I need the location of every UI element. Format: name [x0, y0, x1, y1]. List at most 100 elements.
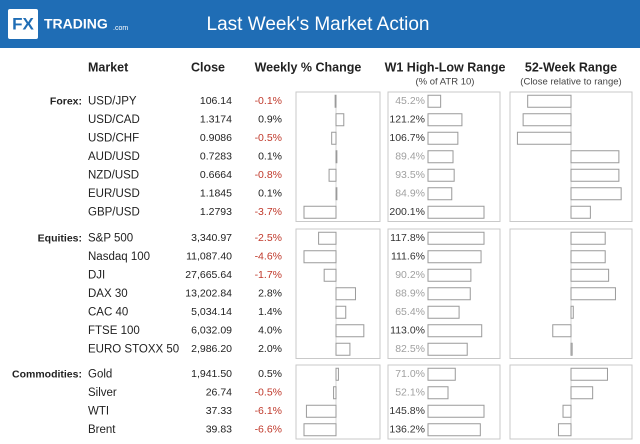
range-bar	[427, 231, 485, 245]
year-bar	[570, 150, 620, 164]
range-bar	[427, 150, 454, 164]
range-bar	[427, 287, 471, 301]
change-label: -0.1%	[255, 95, 282, 107]
column-header: Weekly % Change	[255, 60, 362, 74]
group-label: Forex:	[50, 95, 82, 107]
change-label: 4.0%	[258, 325, 282, 337]
close: 27,665.64	[185, 269, 232, 281]
range-label: 93.5%	[395, 169, 425, 181]
market: DAX 30	[88, 288, 128, 300]
range-bar	[427, 187, 453, 201]
change-bar	[335, 367, 339, 381]
column-header: 52-Week Range	[525, 60, 617, 74]
year-bar	[516, 131, 572, 145]
year-bar	[570, 287, 616, 301]
change-bar	[335, 287, 356, 301]
range-label: 106.7%	[389, 132, 425, 144]
column-header: Market	[88, 60, 129, 74]
column-header: Close	[191, 60, 225, 74]
change-label: 0.9%	[258, 114, 282, 126]
year-bar	[570, 187, 622, 201]
change-label: -0.5%	[255, 387, 282, 399]
change-bar	[335, 187, 338, 201]
range-label: 71.0%	[395, 368, 425, 380]
year-bar	[570, 342, 573, 356]
range-label: 136.2%	[389, 424, 425, 436]
change-label: -0.5%	[255, 132, 282, 144]
close: 1.2793	[200, 206, 232, 218]
change-bar	[335, 305, 347, 319]
market: Silver	[88, 387, 117, 399]
logo: FX	[12, 14, 34, 33]
market: GBP/USD	[88, 206, 140, 218]
year-bar	[527, 94, 572, 108]
range-label: 45.2%	[395, 95, 425, 107]
close: 13,202.84	[185, 288, 232, 300]
range-bar	[427, 342, 468, 356]
change-label: 0.1%	[258, 188, 282, 200]
change-bar	[318, 231, 337, 245]
range-bar	[427, 205, 485, 219]
change-label: -4.6%	[255, 251, 282, 263]
brand-suffix: .com	[113, 25, 128, 32]
group-label: Equities:	[38, 232, 82, 244]
panel	[295, 91, 381, 222]
market: FTSE 100	[88, 325, 140, 337]
year-bar	[570, 268, 610, 282]
range-label: 145.8%	[389, 405, 425, 417]
range-bar	[427, 367, 456, 381]
year-bar	[552, 324, 572, 338]
change-label: -0.8%	[255, 169, 282, 181]
close: 1,941.50	[191, 368, 232, 380]
change-bar	[303, 205, 337, 219]
market: CAC 40	[88, 306, 128, 318]
change-bar	[303, 423, 337, 437]
range-label: 89.4%	[395, 151, 425, 163]
range-label: 82.5%	[395, 343, 425, 355]
market: Nasdaq 100	[88, 251, 150, 263]
market: DJI	[88, 269, 105, 281]
change-bar	[323, 268, 337, 282]
close: 6,032.09	[191, 325, 232, 337]
range-label: 65.4%	[395, 306, 425, 318]
close: 0.7283	[200, 151, 232, 163]
change-label: -3.7%	[255, 206, 282, 218]
close: 2,986.20	[191, 343, 232, 355]
range-label: 84.9%	[395, 188, 425, 200]
range-label: 88.9%	[395, 288, 425, 300]
year-bar	[570, 305, 574, 319]
year-bar	[570, 367, 608, 381]
change-label: 1.4%	[258, 306, 282, 318]
year-bar	[557, 423, 572, 437]
close: 37.33	[206, 405, 232, 417]
year-bar	[570, 231, 606, 245]
range-bar	[427, 386, 449, 400]
change-bar	[328, 168, 337, 182]
range-bar	[427, 404, 485, 418]
market: USD/CHF	[88, 132, 139, 144]
column-note: (Close relative to range)	[520, 77, 621, 88]
market: EURO STOXX 50	[88, 343, 179, 355]
close: 106.14	[200, 95, 232, 107]
title: Last Week's Market Action	[207, 14, 430, 35]
logo-box	[8, 9, 38, 39]
range-bar	[427, 305, 460, 319]
market: Brent	[88, 424, 116, 436]
range-label: 200.1%	[389, 206, 425, 218]
change-label: -6.1%	[255, 405, 282, 417]
change-label: -6.6%	[255, 424, 282, 436]
range-bar	[427, 113, 463, 127]
range-label: 113.0%	[390, 325, 425, 337]
range-bar	[427, 168, 455, 182]
column-header: W1 High-Low Range	[385, 60, 506, 74]
change-bar	[333, 386, 337, 400]
column-note: (% of ATR 10)	[416, 77, 475, 88]
brand: TRADING	[44, 16, 108, 32]
market: Gold	[88, 368, 112, 380]
close: 1.1845	[200, 188, 232, 200]
market: WTI	[88, 405, 109, 417]
year-bar	[570, 250, 606, 264]
change-bar	[335, 324, 365, 338]
change-bar	[334, 94, 337, 108]
range-label: 117.8%	[390, 232, 425, 244]
